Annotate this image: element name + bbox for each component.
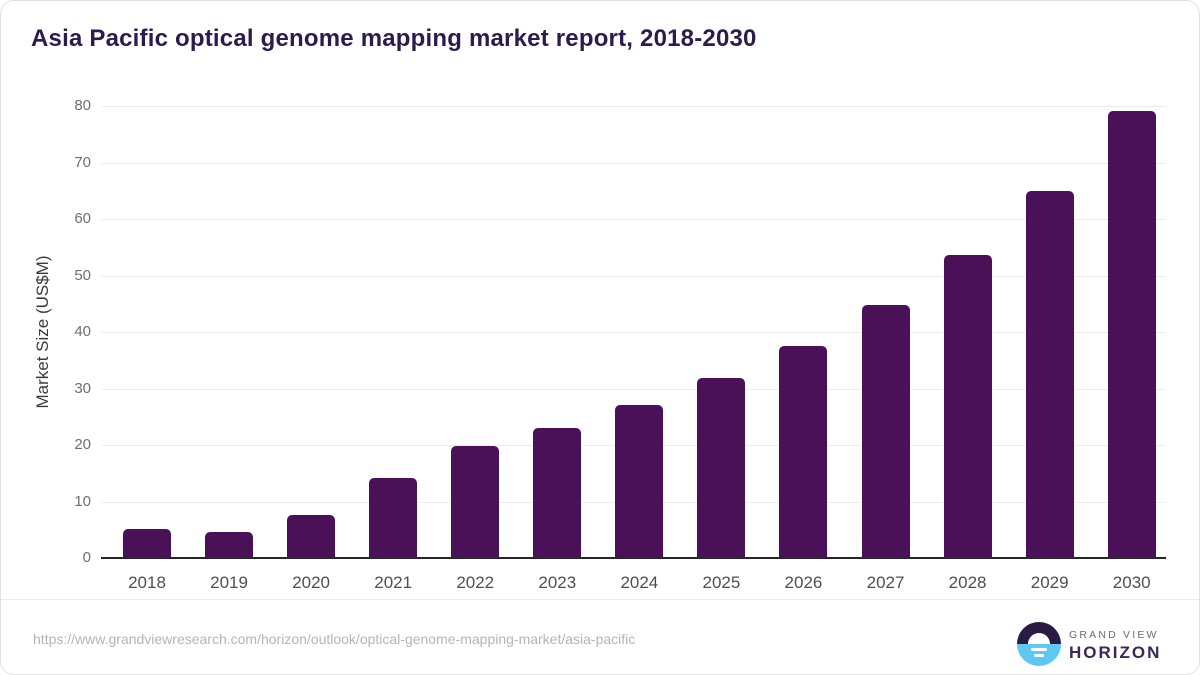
bar-2020 xyxy=(287,514,336,558)
y-tick-label-10: 10 xyxy=(74,492,91,510)
bar-2028 xyxy=(943,254,992,558)
brand-name-bottom: HORIZON xyxy=(1069,643,1162,662)
page-title: Asia Pacific optical genome mapping mark… xyxy=(31,25,757,52)
bar-2022 xyxy=(451,446,500,558)
x-tick-label-2022: 2022 xyxy=(456,573,495,592)
bar-2019 xyxy=(205,532,254,558)
x-tick-label-2023: 2023 xyxy=(538,573,577,592)
bar-2021 xyxy=(369,477,418,558)
y-tick-label-60: 60 xyxy=(74,210,91,227)
bar-2023 xyxy=(533,428,582,558)
gridline-50 xyxy=(101,275,1166,277)
y-tick-label-70: 70 xyxy=(74,153,91,171)
y-tick-label-50: 50 xyxy=(74,266,91,284)
x-tick-label-2026: 2026 xyxy=(784,573,823,592)
horizon-sun-icon xyxy=(1017,622,1061,666)
y-tick-label-20: 20 xyxy=(74,436,91,453)
x-tick-label-2027: 2027 xyxy=(866,573,905,592)
x-tick-label-2019: 2019 xyxy=(210,573,248,592)
x-axis-line xyxy=(101,557,1166,559)
logo-text: GRAND VIEW HORIZON xyxy=(1069,629,1161,663)
x-tick-label-2024: 2024 xyxy=(620,573,659,592)
bar-2024 xyxy=(615,405,664,558)
brand-name-top: GRAND VIEW xyxy=(1069,629,1159,641)
x-tick-label-2018: 2018 xyxy=(128,573,166,592)
y-tick-label-80: 80 xyxy=(74,97,91,114)
bar-chart xyxy=(101,106,1166,559)
y-tick-label-30: 30 xyxy=(74,379,91,397)
bar-2018 xyxy=(123,528,171,558)
x-tick-label-2020: 2020 xyxy=(292,573,331,592)
bar-2025 xyxy=(697,378,746,558)
footer-divider xyxy=(1,599,1199,600)
x-tick-label-2030: 2030 xyxy=(1112,573,1151,592)
gridline-40 xyxy=(101,332,1166,333)
y-tick-label-40: 40 xyxy=(74,323,91,340)
x-tick-label-2028: 2028 xyxy=(948,573,987,592)
x-tick-label-2021: 2021 xyxy=(374,573,413,592)
bar-2027 xyxy=(861,305,910,558)
gridline-60 xyxy=(101,219,1166,220)
gridline-80 xyxy=(101,106,1166,107)
y-tick-label-0: 0 xyxy=(82,549,91,566)
x-tick-label-2025: 2025 xyxy=(702,573,741,592)
gridline-30 xyxy=(101,388,1166,390)
bar-2030 xyxy=(1107,111,1156,558)
source-url: https://www.grandviewresearch.com/horizo… xyxy=(33,631,636,647)
x-tick-label-2029: 2029 xyxy=(1030,573,1069,592)
bar-2029 xyxy=(1025,191,1074,558)
grand-view-horizon-logo: GRAND VIEW HORIZON xyxy=(1017,622,1177,666)
bar-2026 xyxy=(779,345,828,558)
gridline-70 xyxy=(101,162,1166,164)
